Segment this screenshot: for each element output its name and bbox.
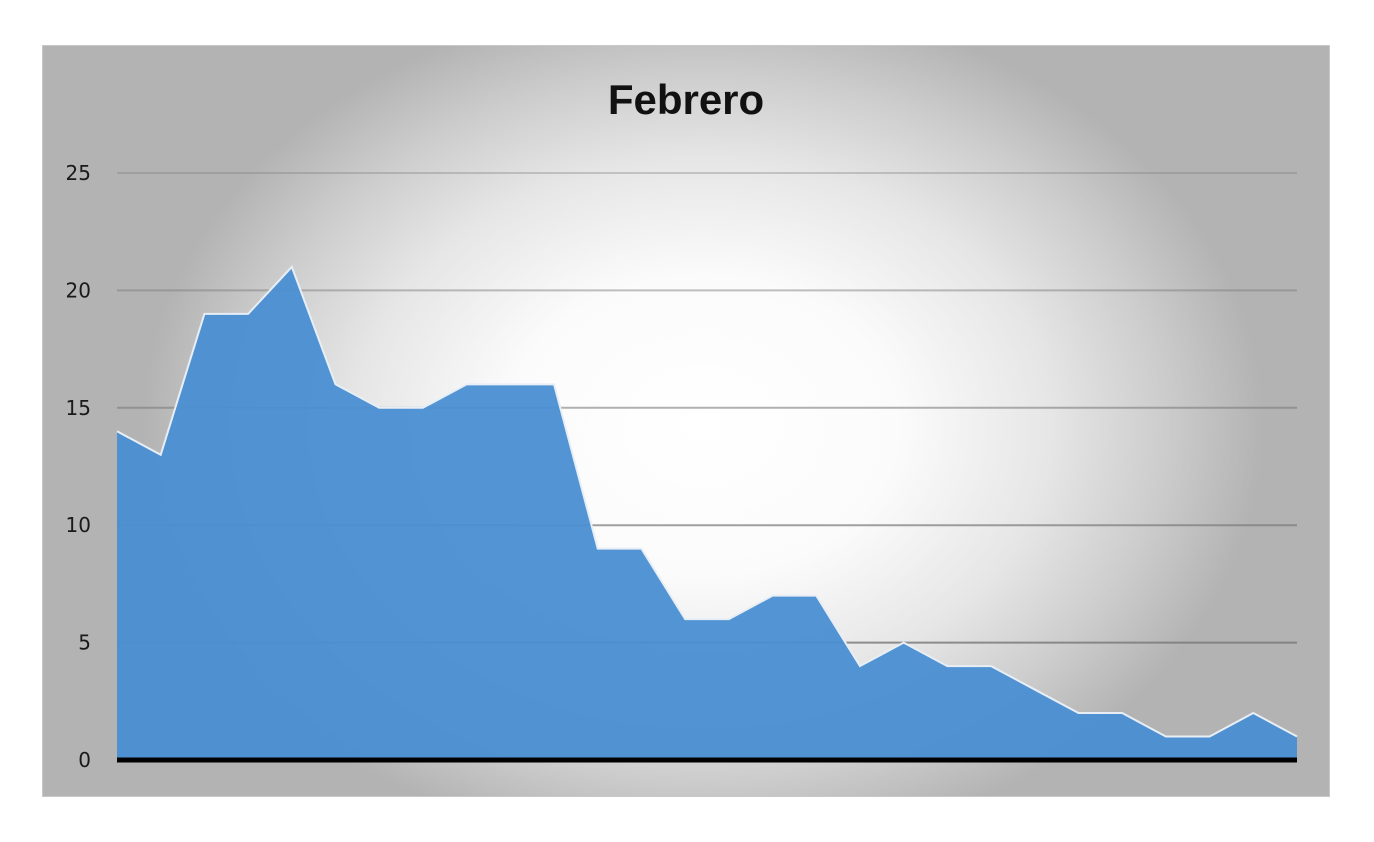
y-tick-label: 5 — [78, 631, 91, 655]
y-tick-label: 15 — [66, 396, 91, 420]
chart-svg: 0 5 10 15 20 25 — [66, 161, 1298, 772]
area-edge-line — [116, 265, 1298, 738]
chart-area: Febrero 0 5 10 15 20 25 — [42, 45, 1330, 797]
y-tick-label: 25 — [66, 161, 91, 185]
area-series — [116, 265, 1298, 760]
area-fill — [117, 266, 1297, 760]
y-tick-label: 10 — [66, 513, 91, 537]
y-tick-label: 0 — [78, 748, 91, 772]
y-tick-label: 20 — [66, 278, 91, 302]
chart-title: Febrero — [607, 76, 765, 123]
y-axis-ticks: 0 5 10 15 20 25 — [66, 161, 91, 772]
